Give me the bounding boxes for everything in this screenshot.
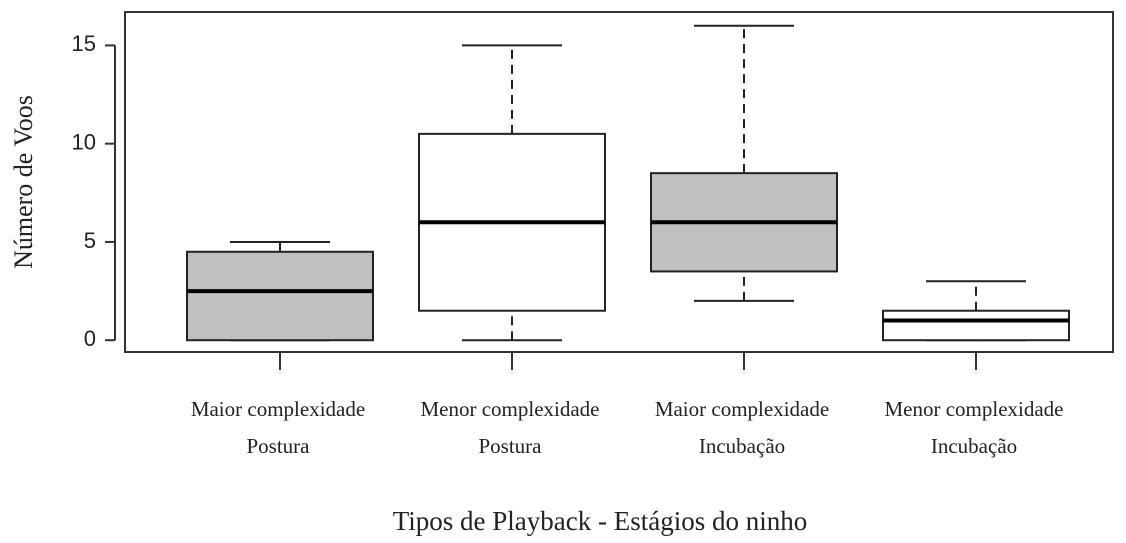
y-axis-title: Número de Voos [9,95,38,269]
x-tick-label: Maior complexidade [655,397,829,421]
x-axis-title: Tipos de Playback - Estágios do ninho [393,506,808,536]
x-tick-label: Menor complexidade [884,397,1063,421]
x-tick-label: Incubação [931,434,1017,458]
x-tick-label: Postura [247,434,311,458]
y-tick-label: 0 [84,326,96,351]
x-tick-label: Maior complexidade [191,397,365,421]
box [882,309,1070,342]
y-tick-label: 10 [72,129,96,154]
x-tick-label: Menor complexidade [420,397,599,421]
y-tick-label: 5 [84,228,96,253]
box [186,250,374,342]
x-tick-label: Incubação [699,434,785,458]
y-tick-label: 15 [72,31,96,56]
x-tick-label: Postura [479,434,543,458]
plot-frame [124,11,1114,353]
